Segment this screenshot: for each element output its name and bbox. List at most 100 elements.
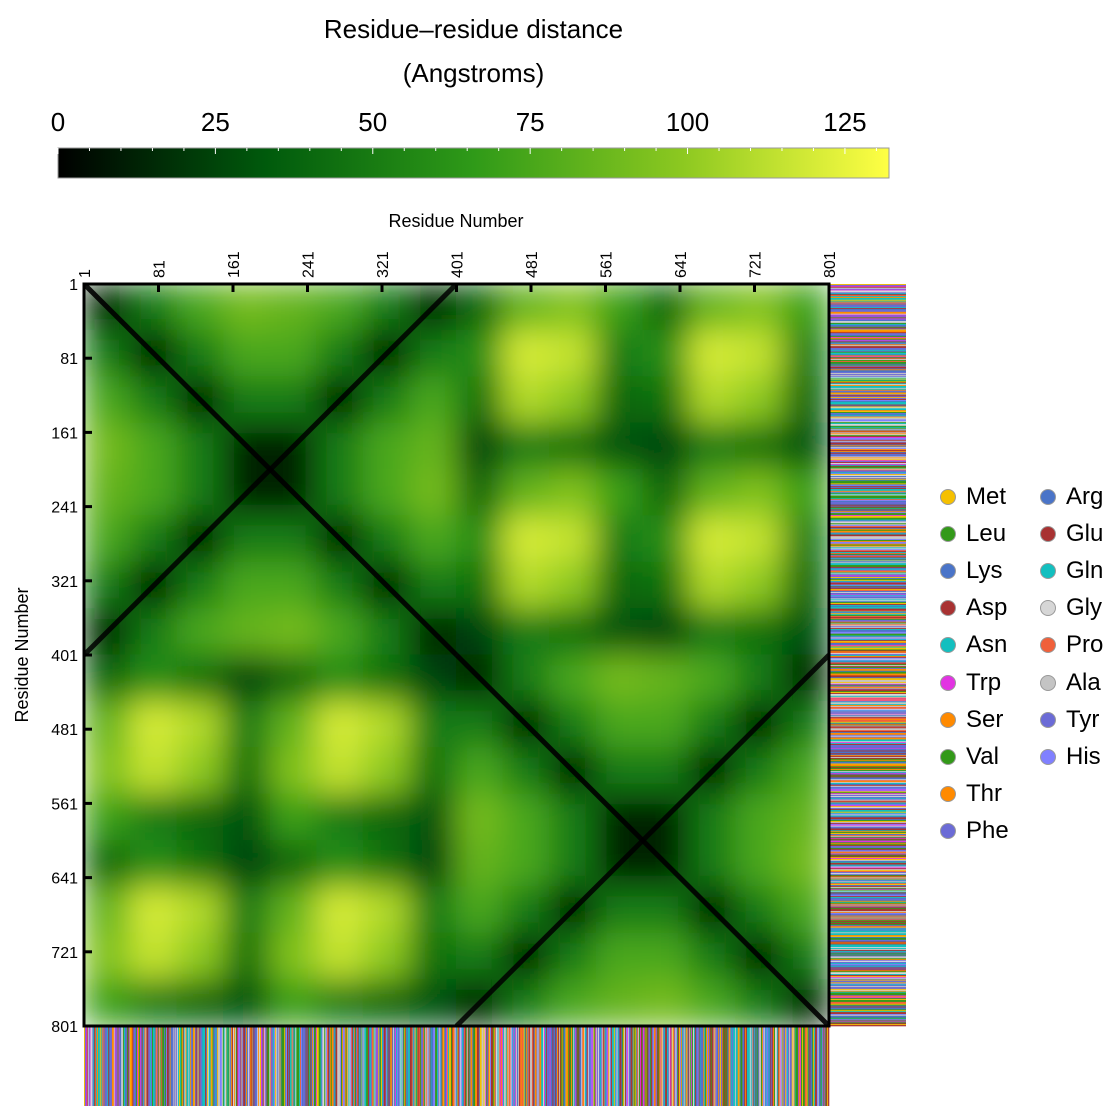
sequence-residue-bar: [824, 1026, 826, 1106]
sequence-residue-bar: [437, 1026, 440, 1106]
sequence-residue-bar: [829, 1014, 906, 1017]
sequence-residue-bar: [829, 848, 906, 851]
sequence-residue-bar: [829, 512, 906, 514]
sequence-residue-bar: [272, 1026, 274, 1106]
sequence-residue-bar: [829, 433, 906, 435]
sequence-residue-bar: [829, 466, 906, 468]
sequence-residue-bar: [829, 568, 906, 570]
sequence-residue-bar: [829, 608, 906, 610]
sequence-residue-bar: [226, 1026, 228, 1106]
sequence-residue-bar: [829, 383, 906, 385]
sequence-residue-bar: [829, 423, 906, 425]
sequence-residue-bar: [224, 1026, 226, 1106]
sequence-residue-bar: [829, 347, 906, 350]
sequence-residue-bar: [829, 541, 906, 544]
sequence-residue-bar: [196, 1026, 198, 1106]
sequence-residue-bar: [728, 1026, 730, 1106]
sequence-residue-bar: [779, 1026, 781, 1106]
sequence-residue-bar: [605, 1026, 607, 1106]
sequence-residue-bar: [829, 1016, 906, 1018]
legend-label: Trp: [966, 668, 1002, 696]
sequence-residue-bar: [197, 1026, 199, 1106]
sequence-residue-bar: [336, 1026, 338, 1106]
sequence-residue-bar: [829, 725, 906, 727]
sequence-residue-bar: [693, 1026, 696, 1106]
sequence-residue-bar: [238, 1026, 240, 1106]
sequence-residue-bar: [829, 347, 906, 349]
sequence-residue-bar: [829, 515, 906, 518]
sequence-residue-bar: [464, 1026, 467, 1106]
sequence-residue-bar: [829, 812, 906, 814]
sequence-residue-bar: [577, 1026, 579, 1106]
sequence-residue-bar: [829, 822, 906, 825]
sequence-residue-bar: [636, 1026, 638, 1106]
sequence-residue-bar: [829, 390, 906, 392]
sequence-residue-bar: [829, 771, 906, 774]
sequence-residue-bar: [829, 322, 906, 325]
sequence-residue-bar: [829, 921, 906, 923]
sequence-residue-bar: [288, 1026, 291, 1106]
sequence-residue-bar: [822, 1026, 824, 1106]
y-tick-label: 801: [51, 1019, 78, 1036]
sequence-residue-bar: [307, 1026, 309, 1106]
legend-swatch-icon: [1040, 748, 1056, 765]
sequence-residue-bar: [266, 1026, 268, 1106]
sequence-residue-bar: [494, 1026, 496, 1106]
sequence-residue-bar: [444, 1026, 446, 1106]
sequence-residue-bar: [628, 1026, 631, 1106]
sequence-residue-bar: [829, 923, 906, 925]
sequence-residue-bar: [348, 1026, 350, 1106]
sequence-residue-bar: [588, 1026, 590, 1106]
sequence-residue-bar: [255, 1026, 257, 1106]
sequence-residue-bar: [491, 1026, 494, 1106]
legend-item: Gln: [1040, 552, 1120, 589]
sequence-residue-bar: [829, 876, 906, 878]
sequence-residue-bar: [829, 892, 906, 894]
heatmap-cell: [456, 376, 504, 424]
sequence-residue-bar: [829, 422, 906, 424]
heatmap-cell: [781, 329, 829, 378]
sequence-residue-bar: [829, 565, 906, 567]
sequence-residue-bar: [829, 929, 906, 931]
sequence-residue-bar: [829, 308, 906, 310]
sequence-residue-bar: [715, 1026, 717, 1106]
sequence-residue-bar: [829, 631, 906, 634]
sequence-residue-bar: [829, 967, 906, 969]
sequence-residue-bar: [199, 1026, 201, 1106]
heatmap-cell: [735, 329, 783, 378]
sequence-residue-bar: [406, 1026, 408, 1106]
sequence-residue-bar: [318, 1026, 320, 1106]
sequence-residue-bar: [120, 1026, 122, 1106]
sequence-residue-bar: [158, 1026, 160, 1106]
sequence-residue-bar: [662, 1026, 664, 1106]
sequence-residue-bar: [829, 746, 906, 749]
sequence-residue-bar: [115, 1026, 117, 1106]
sequence-residue-bar: [442, 1026, 444, 1106]
heatmap-cell: [84, 840, 132, 888]
sequence-residue-bar: [829, 503, 906, 506]
sequence-residue-bar: [829, 815, 906, 817]
sequence-residue-bar: [251, 1026, 253, 1106]
sequence-residue-bar: [829, 564, 906, 566]
sequence-residue-bar: [175, 1026, 177, 1106]
sequence-residue-bar: [829, 592, 906, 595]
sequence-residue-bar: [829, 926, 906, 928]
sequence-residue-bar: [692, 1026, 694, 1106]
heatmap-cell: [595, 608, 644, 656]
colorbar-tick-label: 0: [51, 107, 65, 137]
sequence-residue-bar: [829, 773, 906, 775]
sequence-residue-bar: [829, 738, 906, 740]
sequence-residue-bar: [652, 1026, 654, 1106]
sequence-residue-bar: [829, 604, 906, 607]
heatmap-cell: [176, 979, 225, 1026]
sequence-residue-bar: [787, 1026, 789, 1106]
heatmap-cell: [409, 840, 457, 888]
sequence-residue-bar: [471, 1026, 473, 1106]
sequence-residue-bar: [274, 1026, 277, 1106]
heatmap-cell: [269, 654, 318, 702]
sequence-residue-bar: [829, 901, 906, 903]
sequence-residue-bar: [829, 944, 906, 946]
sequence-residue-bar: [829, 891, 906, 893]
sequence-residue-bar: [829, 779, 906, 781]
sequence-residue-bar: [432, 1026, 434, 1106]
